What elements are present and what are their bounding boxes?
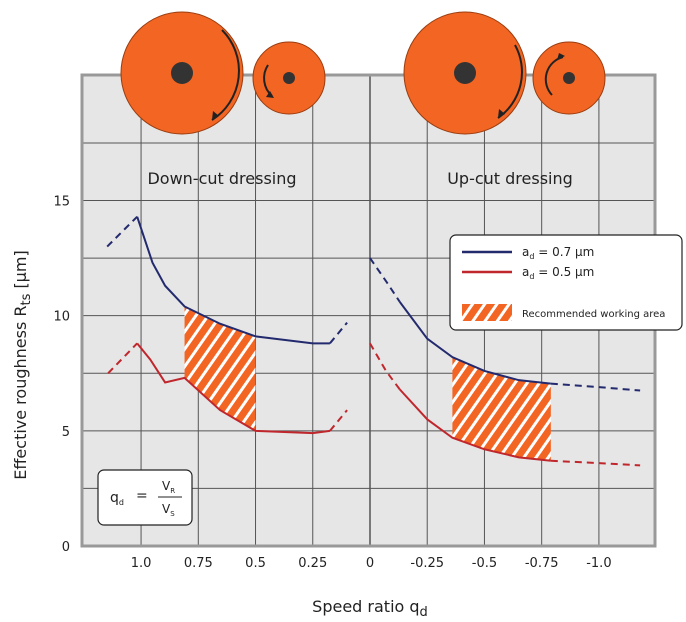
x-tick-label: -0.5 [472, 556, 497, 571]
legend-label-part: a [522, 265, 529, 279]
x-tick-label: 0.25 [298, 556, 327, 571]
x-tick-label: 0.75 [184, 556, 213, 571]
y-tick-label: 5 [62, 425, 70, 440]
formula: qd = VR VS [98, 470, 192, 525]
y-tick-label: 0 [62, 540, 70, 555]
formula-eq: = [136, 488, 148, 504]
legend-label-part: = 0.7 µm [534, 245, 594, 259]
legend-label-part: a [522, 245, 529, 259]
y-tick-label: 10 [53, 310, 70, 325]
panel-label: Up-cut dressing [447, 169, 573, 188]
chart: Down-cut dressing Up-cut dressing ad = 0… [0, 0, 686, 618]
page: Down-cut dressing Up-cut dressing ad = 0… [0, 0, 686, 622]
legend-label-part: = 0.5 µm [534, 265, 594, 279]
x-tick-label: -1.0 [586, 556, 611, 571]
y-axis-title: Effective roughness Rts [µm] [11, 250, 34, 479]
x-tick-label: 1.0 [131, 556, 152, 571]
legend-swatch [462, 304, 512, 321]
x-tick-label: 0 [366, 556, 374, 571]
y-tick-label: 15 [53, 195, 70, 210]
x-tick-label: 0.5 [245, 556, 266, 571]
x-tick-label: -0.25 [410, 556, 444, 571]
x-tick-label: -0.75 [525, 556, 559, 571]
x-axis-title: Speed ratio qd [312, 597, 428, 618]
panel-label: Down-cut dressing [147, 169, 296, 188]
legend-label: Recommended working area [522, 309, 665, 320]
